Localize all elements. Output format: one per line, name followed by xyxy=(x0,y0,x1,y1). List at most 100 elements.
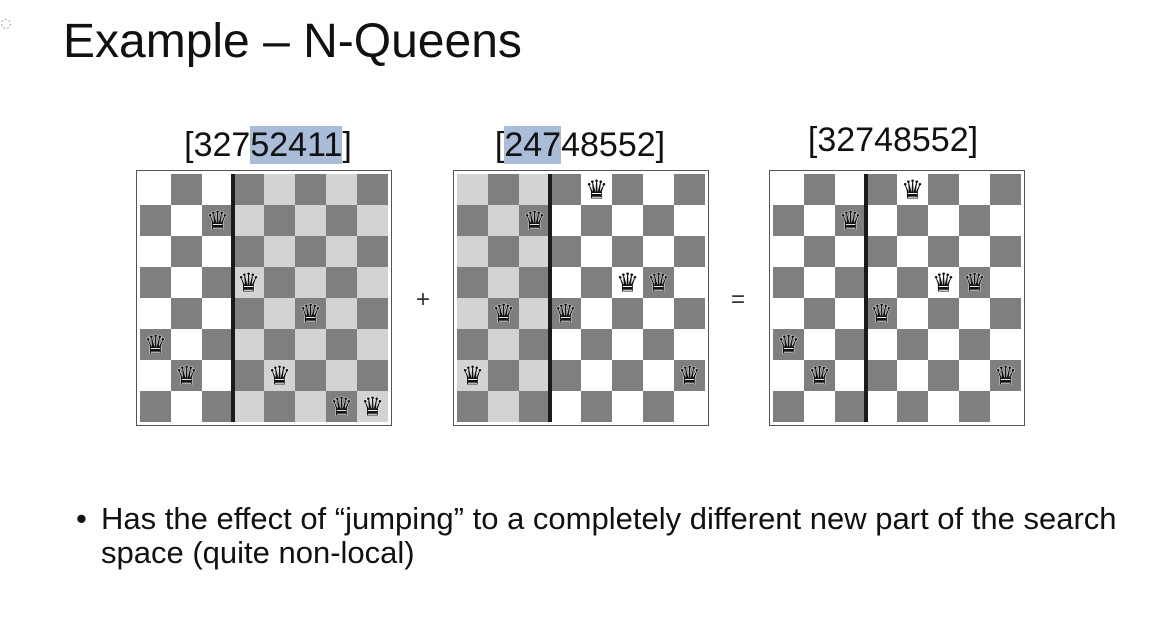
board-square xyxy=(959,174,990,205)
board-square xyxy=(264,391,295,422)
queen-icon: ♛ xyxy=(492,300,515,330)
board-square xyxy=(773,391,804,422)
board-square xyxy=(897,298,928,329)
board-square xyxy=(581,360,612,391)
board-square xyxy=(140,205,171,236)
board-square xyxy=(928,298,959,329)
board-square xyxy=(233,329,264,360)
board-square xyxy=(897,205,928,236)
board-square xyxy=(233,391,264,422)
board-square xyxy=(488,236,519,267)
board-square xyxy=(773,174,804,205)
board-square xyxy=(804,298,835,329)
board-square xyxy=(581,236,612,267)
crossover-divider xyxy=(864,174,868,422)
board-square xyxy=(357,267,388,298)
board-square xyxy=(233,236,264,267)
queen-icon: ♛ xyxy=(839,207,862,237)
board-square xyxy=(264,236,295,267)
board-square xyxy=(581,205,612,236)
board-square xyxy=(897,174,928,205)
gene-segment: [327 xyxy=(184,126,251,164)
board-square xyxy=(171,391,202,422)
board-square xyxy=(357,236,388,267)
board-square xyxy=(674,205,705,236)
queen-icon: ♛ xyxy=(361,393,384,423)
board-square xyxy=(928,360,959,391)
board-square xyxy=(233,298,264,329)
board-square xyxy=(140,174,171,205)
board-grid: ♛ ♛ ♛ ♛ ♛ ♛ ♛ ♛ xyxy=(773,174,1021,422)
board-square xyxy=(140,391,171,422)
board-square xyxy=(773,205,804,236)
board-square xyxy=(897,267,928,298)
board-square xyxy=(835,174,866,205)
board-square xyxy=(959,267,990,298)
board-square xyxy=(488,298,519,329)
board-square xyxy=(897,329,928,360)
board-square xyxy=(674,329,705,360)
board-square xyxy=(140,329,171,360)
board-square xyxy=(295,267,326,298)
board-square xyxy=(457,205,488,236)
board-square xyxy=(804,174,835,205)
board-square xyxy=(457,267,488,298)
board-square xyxy=(928,236,959,267)
board-square xyxy=(928,391,959,422)
board-label-parent-2: [24748552] xyxy=(482,125,678,165)
board-square xyxy=(643,360,674,391)
board-square xyxy=(171,329,202,360)
board-square xyxy=(202,360,233,391)
board-square xyxy=(959,360,990,391)
board-square xyxy=(550,174,581,205)
bullet-item: • Has the effect of “jumping” to a compl… xyxy=(76,502,1136,570)
queen-icon: ♛ xyxy=(237,269,260,299)
board-square xyxy=(612,391,643,422)
queen-icon: ♛ xyxy=(175,362,198,392)
board-square xyxy=(866,298,897,329)
queen-icon: ♛ xyxy=(647,269,670,299)
board-square xyxy=(990,329,1021,360)
board-square xyxy=(488,205,519,236)
queen-icon: ♛ xyxy=(330,393,353,423)
board-square xyxy=(990,360,1021,391)
bullet-list: • Has the effect of “jumping” to a compl… xyxy=(76,502,1136,570)
board-square xyxy=(326,267,357,298)
board-square xyxy=(866,360,897,391)
board-square xyxy=(674,236,705,267)
board-square xyxy=(990,298,1021,329)
board-square xyxy=(488,391,519,422)
board-square xyxy=(457,298,488,329)
queen-icon: ♛ xyxy=(585,176,608,206)
board-square xyxy=(202,236,233,267)
board-label-parent-1: [32752411] xyxy=(170,125,366,165)
board-square xyxy=(612,329,643,360)
board-square xyxy=(835,267,866,298)
board-square xyxy=(326,205,357,236)
board-square xyxy=(357,205,388,236)
board-square xyxy=(326,391,357,422)
board-square xyxy=(550,205,581,236)
board-square xyxy=(990,391,1021,422)
crossover-divider xyxy=(548,174,552,422)
board-square xyxy=(959,236,990,267)
board-square xyxy=(804,360,835,391)
queen-icon: ♛ xyxy=(994,362,1017,392)
board-square xyxy=(612,360,643,391)
queen-icon: ♛ xyxy=(461,362,484,392)
chess-board-parent-2: ♛ ♛ ♛ ♛ ♛ ♛ ♛ ♛ xyxy=(453,170,709,426)
board-square xyxy=(140,236,171,267)
board-square xyxy=(612,267,643,298)
board-square xyxy=(202,329,233,360)
queen-icon: ♛ xyxy=(523,207,546,237)
board-square xyxy=(264,329,295,360)
board-square xyxy=(990,174,1021,205)
board-square xyxy=(550,298,581,329)
board-square xyxy=(928,267,959,298)
board-square xyxy=(171,267,202,298)
board-square xyxy=(804,205,835,236)
board-square xyxy=(519,329,550,360)
board-square xyxy=(643,267,674,298)
queen-icon: ♛ xyxy=(777,331,800,361)
board-square xyxy=(674,391,705,422)
